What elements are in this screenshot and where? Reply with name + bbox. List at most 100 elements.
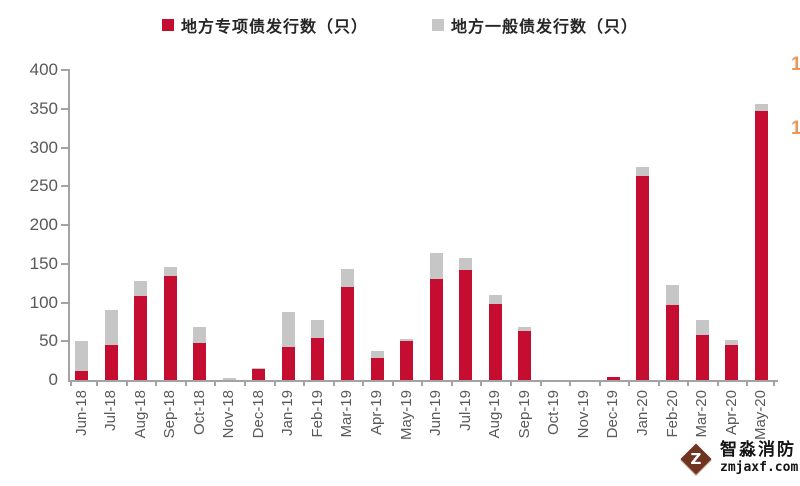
legend: 地方专项债发行数（只） 地方一般债发行数（只） [0,13,800,37]
y-axis-tick [61,340,68,343]
x-axis-tick [391,380,394,386]
x-axis-tick [746,380,749,386]
x-axis-tick [184,380,187,386]
bar-general-Feb-20 [666,285,679,305]
x-axis-label-Apr-20: Apr-20 [722,390,740,436]
y-axis-tick [61,185,68,188]
x-axis-tick [598,380,601,386]
bar-general-Apr-19 [370,350,384,359]
bar-general-May-20 [754,104,768,112]
x-axis-label-Jan-19: Jan-19 [279,390,297,436]
y-axis-tick [61,224,68,226]
y-axis-label-400: 400 [29,60,58,79]
bar-special-Aug-18 [134,296,148,380]
bar-special-Sep-18 [163,276,177,380]
x-axis-tick [628,380,631,386]
x-axis-label-Mar-19: Mar-19 [338,390,356,438]
x-axis-tick [273,380,276,386]
bar-special-Mar-20 [695,335,709,380]
x-axis-label-Jan-20: Jan-20 [633,390,651,436]
x-axis-label-Nov-18: Nov-18 [220,390,238,439]
y-axis-line [68,69,70,382]
letter-z-icon: Z [690,450,702,468]
x-axis-tick [96,380,99,386]
bar-special-Feb-20 [666,304,679,380]
x-axis-label-Sep-18: Sep-18 [161,390,179,439]
bar-special-Feb-19 [311,338,325,380]
x-axis-tick [450,380,453,386]
y-axis-label-300: 300 [29,137,58,157]
x-axis-tick [480,380,483,386]
bar-special-Mar-19 [340,287,354,380]
y-axis-tick [61,146,68,149]
y-axis-label-200: 200 [29,215,58,234]
watermark-name: 智淼消防 [720,440,796,459]
bar-general-Jun-18 [75,341,88,371]
x-axis-label-Oct-18: Oct-18 [190,390,208,436]
legend-item-special-bonds: 地方专项债发行数（只） [161,13,368,37]
right-axis-label-clipped: 1 [791,118,800,139]
x-axis-label-Jun-18: Jun-18 [72,390,90,436]
y-axis-label-0: 0 [48,370,58,389]
bar-special-Jan-19 [281,347,295,380]
bar-general-Mar-20 [695,319,709,336]
y-axis-label-50: 50 [39,331,58,351]
bar-special-Jan-20 [636,176,650,380]
bar-special-May-19 [400,341,414,380]
x-axis-label-Apr-19: Apr-19 [368,390,385,436]
bar-special-May-20 [754,111,768,380]
bar-general-Mar-19 [340,269,354,287]
x-axis-label-May-20: May-20 [752,390,770,441]
bar-general-Jul-18 [104,310,118,346]
x-axis-tick [509,380,512,386]
x-axis-tick [332,380,335,386]
x-axis-tick [244,380,247,386]
y-axis-tick [61,69,68,71]
x-axis-label-Aug-18: Aug-18 [131,390,149,439]
bar-general-Feb-19 [311,319,325,339]
bar-special-Jul-18 [104,345,118,380]
bar-special-Apr-19 [370,358,384,380]
x-axis-tick [773,380,775,386]
y-axis-tick [61,262,68,265]
x-axis-tick [362,380,365,386]
x-axis-tick [214,380,217,386]
x-axis-label-Sep-19: Sep-19 [515,390,533,439]
legend-label-special: 地方专项债发行数（只） [180,19,368,36]
x-axis-tick [657,380,660,386]
watermark-text: 智淼消防 zmjaxf.com [720,440,798,475]
x-axis-label-Aug-19: Aug-19 [486,390,504,439]
bar-special-Dec-18 [252,369,266,380]
x-axis-label-Dec-19: Dec-19 [604,390,622,439]
legend-item-general-bonds: 地方一般债发行数（只） [432,13,638,37]
bar-special-Jul-19 [459,269,473,380]
bar-general-Aug-18 [134,280,148,297]
bar-special-Oct-18 [193,342,207,380]
bar-special-Jun-18 [75,370,88,380]
legend-label-general: 地方一般债发行数（只） [451,19,639,36]
bar-general-Jun-19 [429,252,443,280]
bar-general-Dec-18 [252,367,266,370]
x-axis-tick [569,380,572,386]
x-axis-label-Dec-18: Dec-18 [249,390,267,439]
x-axis-tick [70,380,72,386]
watermark: Z 智淼消防 zmjaxf.com [680,440,798,478]
bar-general-Sep-19 [518,326,532,332]
right-axis-label-clipped: 1 [791,54,800,75]
y-axis-tick [61,301,68,304]
x-axis-label-Jun-19: Jun-19 [427,390,445,436]
watermark-logo-icon: Z [680,440,714,478]
bar-general-Jul-19 [459,257,473,270]
x-axis-label-May-19: May-19 [397,390,415,441]
bar-general-Aug-19 [488,294,502,305]
bar-special-Dec-19 [606,376,620,380]
plot-area [70,70,775,386]
bar-general-Jan-20 [636,166,650,177]
x-axis-label-Nov-19: Nov-19 [574,390,592,439]
x-axis-tick [687,380,690,386]
x-axis-tick [539,380,542,386]
x-axis-label-Mar-20: Mar-20 [693,390,711,438]
y-axis-label-150: 150 [29,253,58,273]
bar-special-Jun-19 [429,279,443,380]
x-axis-tick [303,380,306,386]
